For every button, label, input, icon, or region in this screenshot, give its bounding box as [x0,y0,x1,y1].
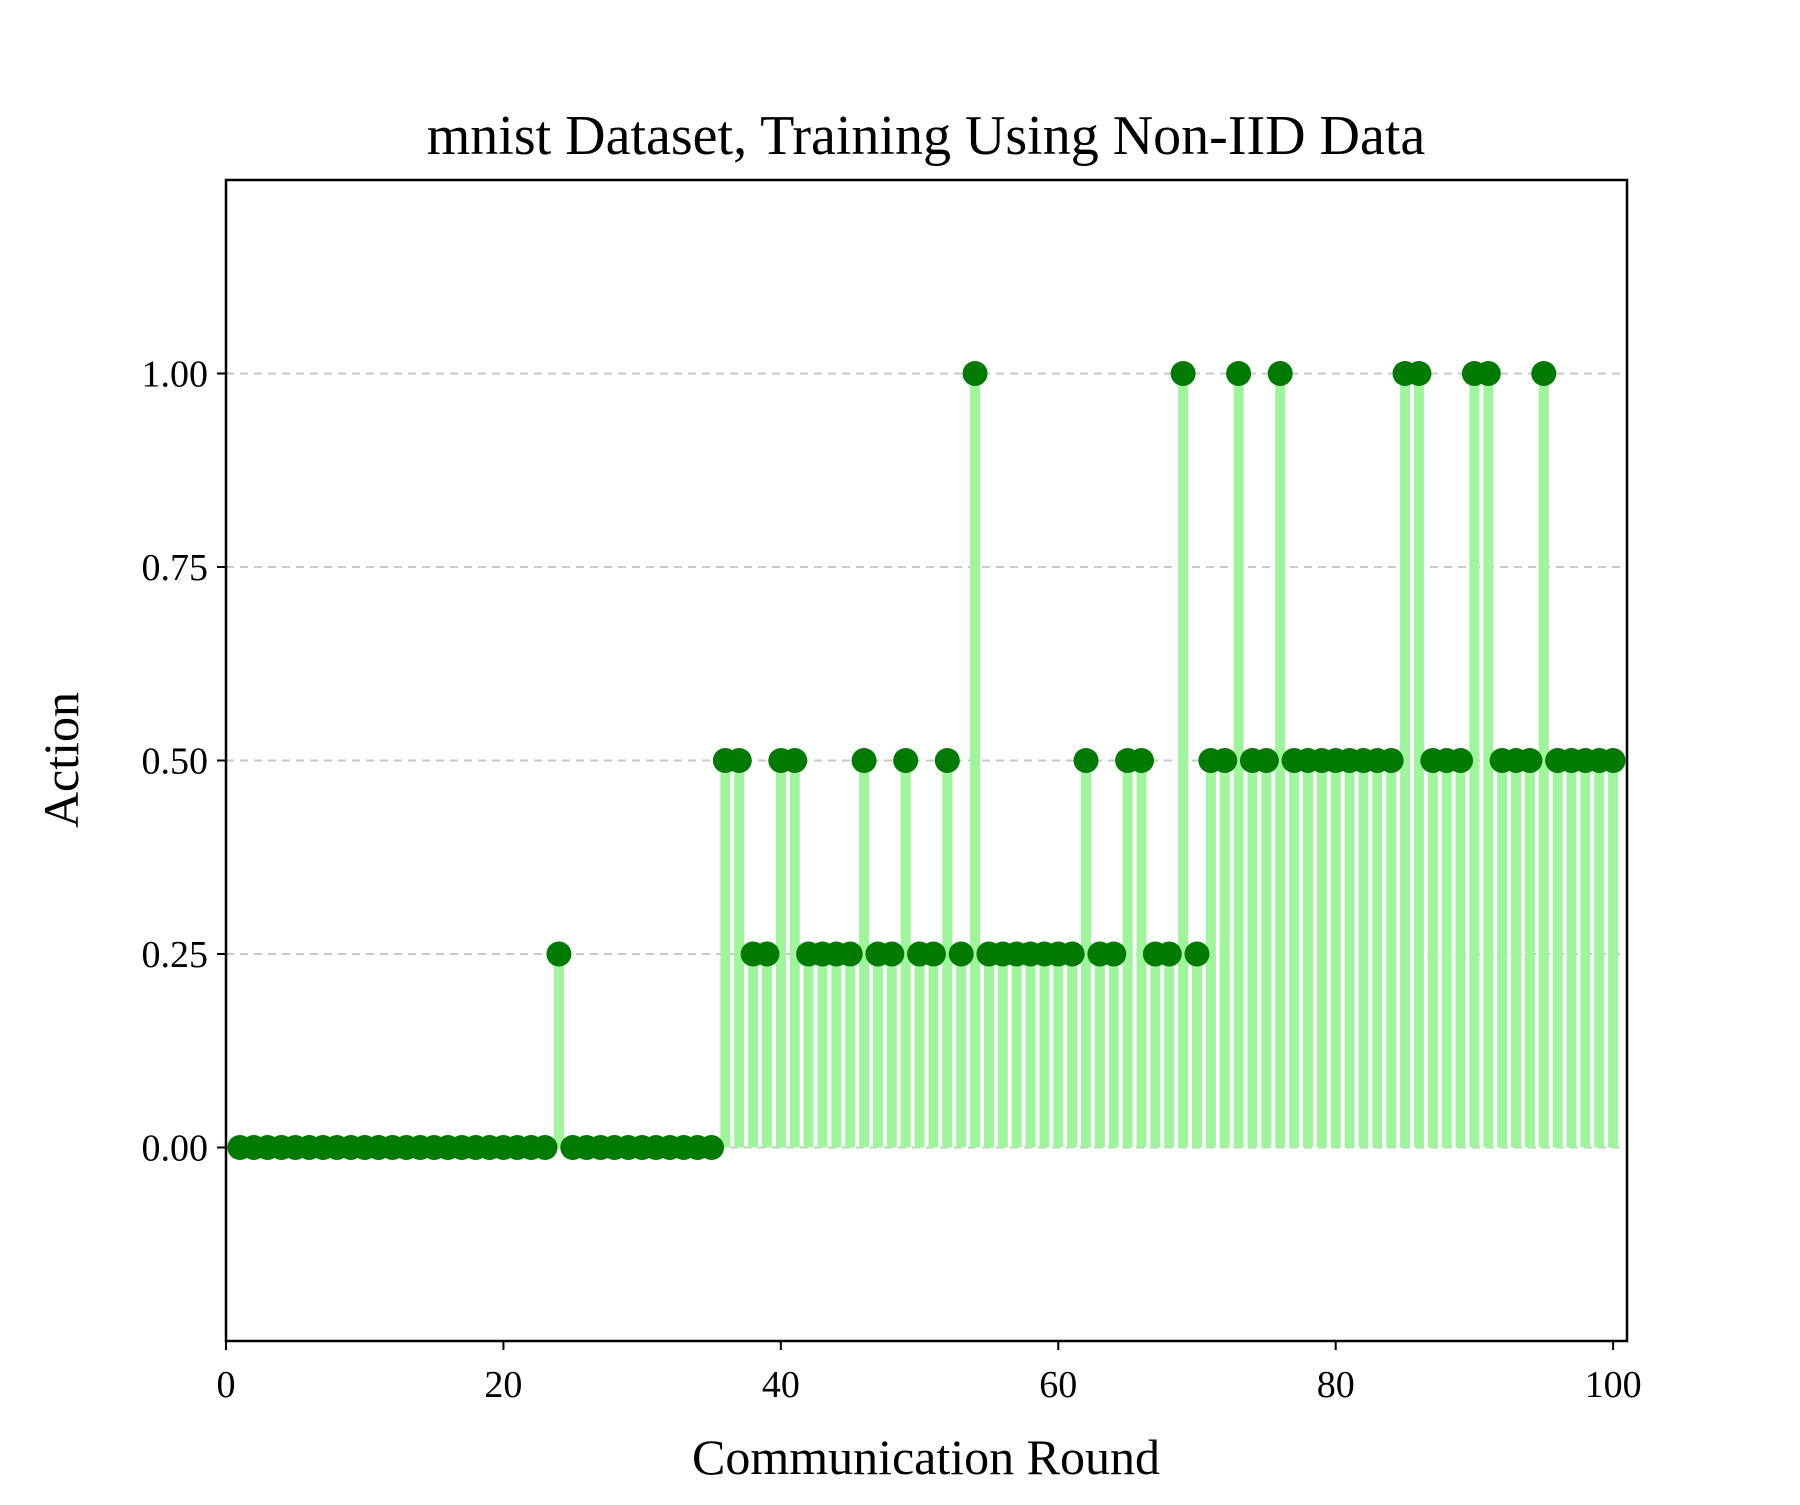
data-point [1226,361,1252,386]
data-point [934,748,960,773]
data-point [1170,361,1196,386]
data-point [920,941,946,967]
y-tick-label: 0.00 [142,1128,209,1170]
data-point [1517,748,1543,773]
y-tick-label: 0.25 [142,934,209,976]
data-point [782,748,808,773]
data-point [1059,941,1085,967]
data-point [726,748,752,773]
data-point [1378,748,1404,773]
data-point [546,941,572,967]
data-point [532,1135,558,1160]
chart-title: mnist Dataset, Training Using Non-IID Da… [427,105,1426,167]
data-point [1475,361,1501,386]
data-point [1253,748,1279,773]
data-point [837,941,863,967]
data-point [1267,361,1293,386]
data-point [698,1135,724,1160]
data-point [1156,941,1182,967]
x-tick-label: 80 [1317,1364,1355,1406]
y-axis-label: Action [33,692,89,828]
data-stems [553,373,1619,1148]
data-point [754,941,780,967]
data-point [1073,748,1099,773]
y-tick-label: 1.00 [142,354,209,396]
x-tick-label: 20 [484,1364,522,1406]
x-axis-label: Communication Round [692,1429,1160,1485]
data-point [1129,748,1155,773]
x-axis-ticks: 0 20 40 60 80 100 [217,1341,1642,1406]
data-point [1212,748,1238,773]
data-point [1184,941,1210,967]
data-point [1600,748,1626,773]
data-point [1531,361,1557,386]
data-point [962,361,988,386]
x-tick-label: 100 [1585,1364,1642,1406]
x-tick-label: 40 [762,1364,800,1406]
data-point [1448,748,1474,773]
data-markers [227,361,1626,1160]
data-point [1406,361,1432,386]
data-point [893,748,919,773]
data-point [1101,941,1127,967]
data-point [948,941,974,967]
x-tick-label: 60 [1039,1364,1077,1406]
y-tick-label: 0.75 [142,547,209,589]
y-axis-ticks: 0.00 0.25 0.50 0.75 1.00 [142,354,226,1170]
data-point [879,941,905,967]
x-tick-label: 0 [217,1364,236,1406]
data-point [851,748,877,773]
y-tick-label: 0.50 [142,741,209,783]
